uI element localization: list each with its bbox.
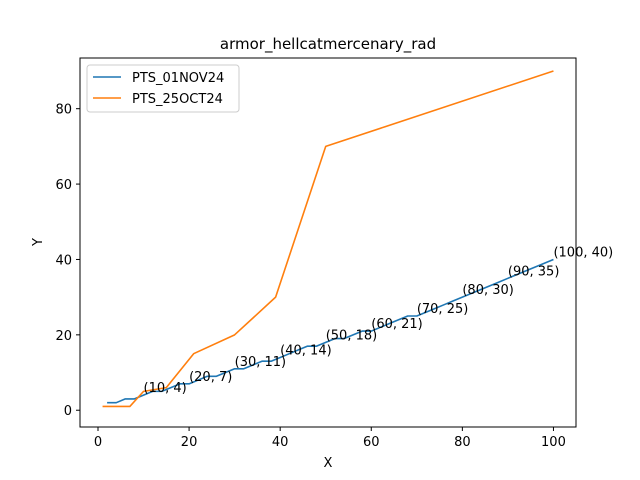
- chart-title: armor_hellcatmercenary_rad: [220, 35, 436, 54]
- x-tick-label: 100: [541, 435, 566, 450]
- data-point-annotation: (70, 25): [417, 302, 469, 317]
- legend-label: PTS_25OCT24: [132, 92, 223, 107]
- data-point-annotation: (100, 40): [553, 245, 613, 260]
- data-point-annotation: (40, 14): [280, 343, 332, 358]
- y-tick-label: 20: [55, 329, 72, 344]
- series-line-pts_25oct24: [102, 70, 554, 408]
- y-tick-label: 0: [64, 404, 72, 419]
- y-axis-label: Y: [31, 238, 46, 247]
- legend-box: [86, 64, 240, 113]
- y-tick-label: 40: [55, 253, 72, 268]
- y-tick-label: 80: [55, 103, 72, 118]
- axes-frame: [79, 57, 577, 428]
- data-point-annotation: (80, 30): [462, 283, 514, 298]
- x-tick-label: 80: [454, 435, 471, 450]
- data-point-annotation: (20, 7): [189, 370, 232, 385]
- series-line-pts_01nov24: [107, 258, 554, 404]
- legend-label: PTS_01NOV24: [132, 71, 224, 86]
- x-axis-label: X: [324, 456, 333, 471]
- series-layer: [102, 70, 554, 408]
- data-point-annotation: (90, 35): [508, 264, 560, 279]
- data-point-annotation: (30, 11): [235, 355, 287, 370]
- x-tick-label: 20: [181, 435, 198, 450]
- x-tick-label: 0: [94, 435, 102, 450]
- x-axis-ticks: 0 20 40 60 80 100: [94, 427, 566, 450]
- x-tick-label: 40: [272, 435, 289, 450]
- y-tick-label: 60: [55, 178, 72, 193]
- y-axis-ticks: 0 20 40 60 80: [55, 103, 80, 419]
- data-point-annotation: (60, 21): [371, 317, 423, 332]
- data-point-annotation: (10, 4): [144, 381, 187, 396]
- x-tick-label: 60: [363, 435, 380, 450]
- data-point-annotation: (50, 18): [326, 328, 378, 343]
- annotation-layer: (10, 4)(20, 7)(30, 11)(40, 14)(50, 18)(6…: [144, 245, 614, 396]
- legend: PTS_01NOV24 PTS_25OCT24: [86, 64, 240, 113]
